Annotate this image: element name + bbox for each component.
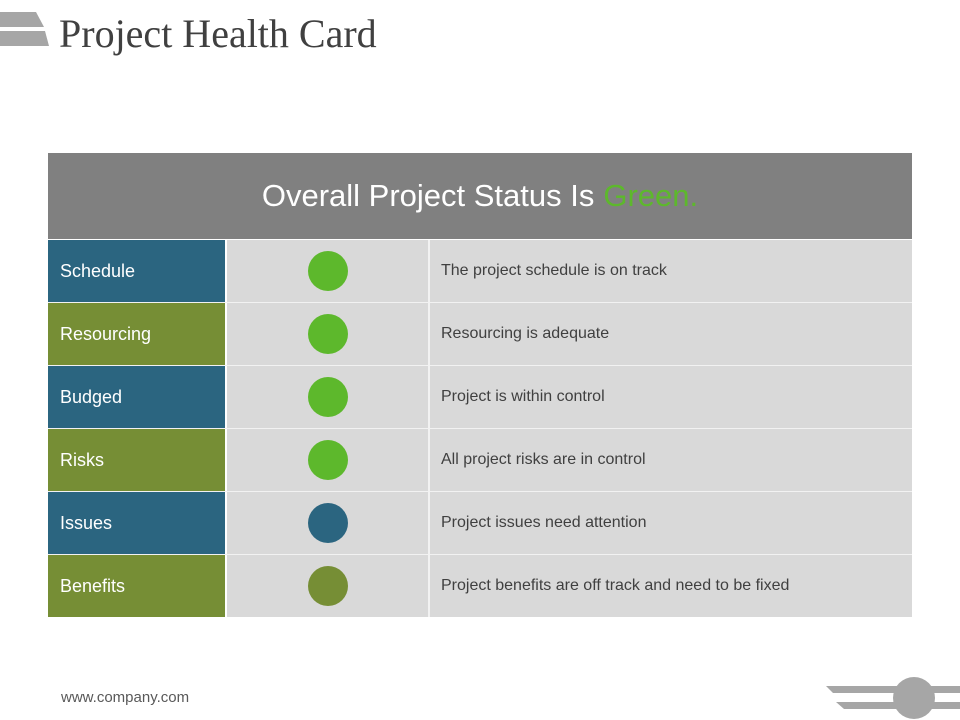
- health-row-schedule: Schedule The project schedule is on trac…: [48, 239, 912, 302]
- row-description: Project is within control: [430, 366, 912, 428]
- health-row-resourcing: Resourcing Resourcing is adequate: [48, 302, 912, 365]
- card-header: Overall Project Status Is Green.: [48, 153, 912, 239]
- row-status-cell: [227, 555, 430, 617]
- status-dot-icon: [307, 440, 348, 480]
- slide-title: Project Health Card: [59, 11, 377, 56]
- row-label: Resourcing: [48, 303, 225, 365]
- health-row-budged: Budged Project is within control: [48, 365, 912, 428]
- row-description: Resourcing is adequate: [430, 303, 912, 365]
- row-status-cell: [227, 429, 430, 491]
- bottom-right-circle-stripes-decoration: [826, 677, 960, 719]
- health-row-risks: Risks All project risks are in control: [48, 428, 912, 491]
- status-dot-icon: [307, 566, 348, 606]
- health-row-issues: Issues Project issues need attention: [48, 491, 912, 554]
- footer-url: www.company.com: [61, 689, 190, 706]
- row-status-cell: [227, 303, 430, 365]
- row-status-cell: [227, 366, 430, 428]
- row-description: All project risks are in control: [430, 429, 912, 491]
- row-label: Benefits: [48, 555, 225, 617]
- row-description: Project benefits are off track and need …: [430, 555, 912, 617]
- row-status-cell: [227, 240, 430, 302]
- status-dot-icon: [307, 251, 348, 291]
- row-label: Issues: [48, 492, 225, 554]
- top-left-stripes-decoration: [0, 12, 49, 46]
- row-label: Schedule: [48, 240, 225, 302]
- row-label: Budged: [48, 366, 225, 428]
- status-dot-icon: [307, 503, 348, 543]
- status-dot-icon: [307, 377, 348, 417]
- row-status-cell: [227, 492, 430, 554]
- project-health-card: Overall Project Status Is Green. Schedul…: [48, 153, 912, 617]
- header-prefix-text: Overall Project Status Is: [261, 178, 595, 213]
- status-dot-icon: [307, 314, 348, 354]
- row-description: The project schedule is on track: [430, 240, 912, 302]
- row-label: Risks: [48, 429, 225, 491]
- row-description: Project issues need attention: [430, 492, 912, 554]
- header-status-word: Green.: [603, 178, 699, 213]
- health-row-benefits: Benefits Project benefits are off track …: [48, 554, 912, 617]
